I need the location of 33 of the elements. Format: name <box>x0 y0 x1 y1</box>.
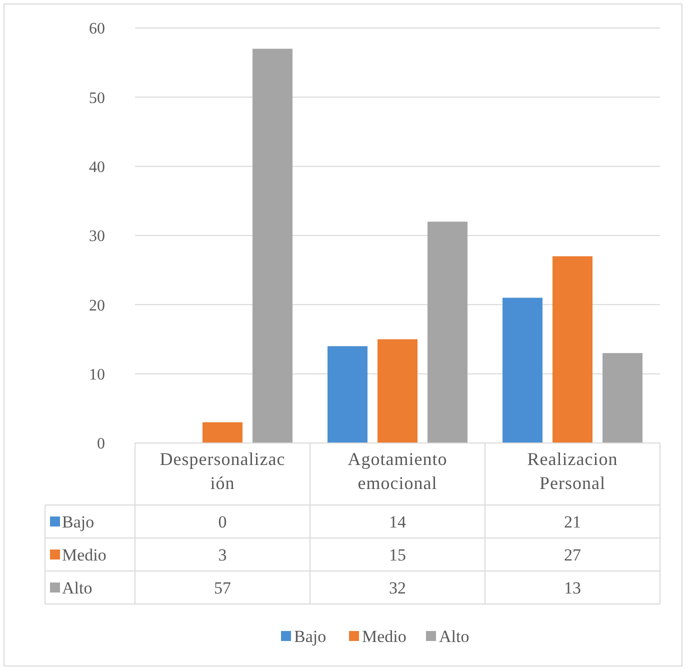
bar <box>202 422 242 443</box>
legend-label: Alto <box>439 626 470 646</box>
bar <box>552 256 592 443</box>
data-label: 32 <box>389 578 406 598</box>
bar <box>428 222 468 443</box>
bar <box>378 339 418 443</box>
bar <box>502 298 542 443</box>
bar <box>252 48 292 443</box>
y-tick-label: 50 <box>89 90 105 107</box>
data-label: 15 <box>389 545 406 564</box>
text: Alto <box>62 578 92 598</box>
y-tick-label: 20 <box>89 297 105 314</box>
data-label: 27 <box>564 545 582 564</box>
y-tick-label: 30 <box>89 228 105 246</box>
data-label: 3 <box>218 545 227 564</box>
text: Medio <box>362 626 406 646</box>
y-tick-label: 60 <box>89 20 105 38</box>
y-tick-label: 10 <box>89 366 105 384</box>
text: Bajo <box>62 512 94 532</box>
legend-label: Medio <box>62 545 106 564</box>
data-label: 21 <box>564 512 581 532</box>
data-label: 57 <box>214 578 232 598</box>
x-tick-label: Agotamiento emocional <box>348 449 448 493</box>
legend-label: Bajo <box>294 626 326 646</box>
y-tick-label: 0 <box>97 436 105 453</box>
y-tick-label: 40 <box>89 158 105 176</box>
x-tick-label: Realizacion Personal <box>527 449 618 493</box>
data-label: 0 <box>218 512 227 532</box>
x-tick-label: Despersonalización <box>160 449 286 493</box>
bar <box>602 353 642 443</box>
data-label: 14 <box>389 512 406 532</box>
data-label: 13 <box>564 578 581 598</box>
bar <box>328 346 368 443</box>
